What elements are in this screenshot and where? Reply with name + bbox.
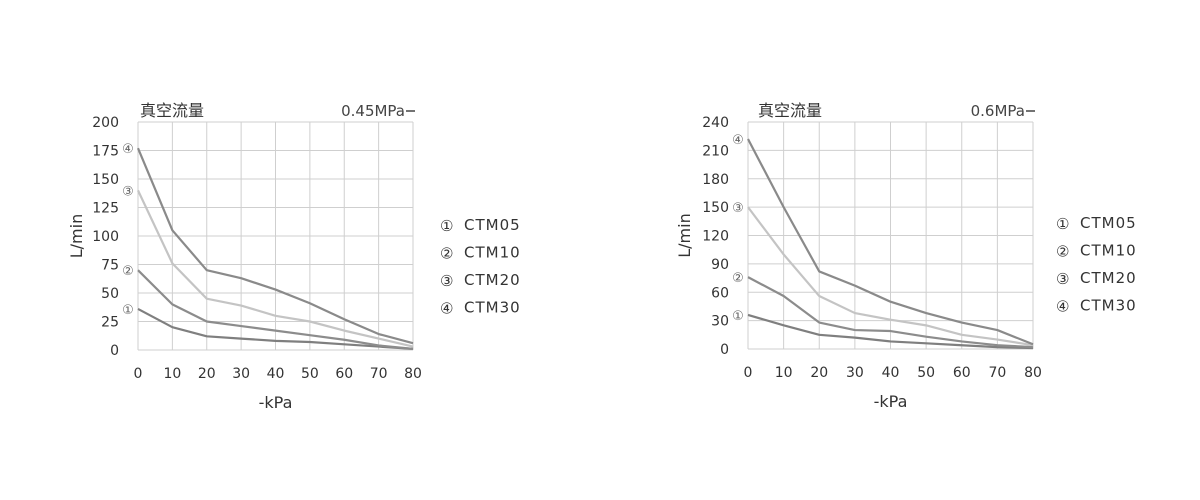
y-tick-label: 0 [720,342,729,358]
legend-marker: ① [440,217,454,235]
y-tick-label: 125 [92,201,119,217]
x-tick-label: 10 [163,366,181,382]
x-axis-label: -kPa [874,392,908,411]
y-tick-label: 240 [702,115,729,131]
legend-marker: ② [1056,243,1070,261]
x-tick-label: 0 [744,365,753,381]
x-tick-label: 80 [404,366,422,382]
series-line-1 [747,313,1034,350]
legend-marker: ④ [440,300,454,318]
legend-marker: ① [1056,215,1070,233]
series-marker-3: ③ [732,201,744,216]
pressure-label: 0.45MPa [341,102,405,120]
series-marker-4: ④ [122,142,134,157]
series-line-4 [136,147,414,345]
series-line-1 [137,307,414,350]
x-axis-label: -kPa [259,393,293,412]
grid [137,121,414,351]
x-tick-label: 80 [1024,365,1042,381]
x-tick-label: 0 [134,366,143,382]
y-tick-label: 200 [92,115,119,131]
legend-label: CTM10 [464,244,521,262]
legend-label: CTM20 [1080,269,1137,287]
grid [747,121,1034,350]
series-marker-1: ① [122,303,134,318]
y-tick-label: 150 [702,200,729,216]
y-tick-label: 75 [101,258,119,274]
x-tick-label: 30 [846,365,864,381]
x-tick-label: 70 [988,365,1006,381]
y-tick-label: 120 [702,229,729,245]
x-tick-label: 70 [370,366,388,382]
y-tick-label: 0 [110,343,119,359]
legend-label: CTM05 [464,216,521,234]
pressure-label: 0.6MPa [971,102,1025,120]
series-marker-1: ① [732,309,744,324]
legend-marker: ② [440,245,454,263]
y-tick-label: 210 [702,143,729,159]
x-tick-label: 60 [953,365,971,381]
chart-title: 真空流量 [758,101,822,120]
x-tick-label: 30 [232,366,250,382]
series-line-3 [747,206,1034,347]
series-line-3 [137,189,414,348]
legend-marker: ④ [1056,298,1070,316]
y-tick-label: 60 [711,285,729,301]
legend-label: CTM30 [1080,297,1137,315]
y-tick-label: 90 [711,257,729,273]
legend-marker: ③ [1056,270,1070,288]
series-marker-2: ② [122,264,134,279]
y-tick-label: 180 [702,172,729,188]
y-tick-label: 25 [101,315,119,331]
y-axis-label: L/min [67,214,86,258]
series-marker-3: ③ [122,184,134,199]
x-tick-label: 20 [810,365,828,381]
chart-2: 0 30 60 90 120 150 180 210 240 0 10 20 30 40 50 60 70 80 真… [675,101,1137,411]
series-marker-4: ④ [732,133,744,148]
legend: ① CTM05 ② CTM10 ③ CTM20 ④ CTM30 [1056,214,1137,316]
x-tick-label: 50 [301,366,319,382]
series-line-4 [747,138,1034,346]
series-line-2 [137,269,414,350]
legend-label: CTM10 [1080,242,1137,260]
x-tick-label: 40 [267,366,285,382]
x-tick-label: 20 [198,366,216,382]
legend-marker: ③ [440,272,454,290]
x-tick-label: 60 [335,366,353,382]
series-marker-2: ② [732,271,744,286]
y-tick-label: 30 [711,314,729,330]
x-tick-label: 40 [882,365,900,381]
legend: ① CTM05 ② CTM10 ③ CTM20 ④ CTM30 [440,216,521,318]
y-tick-label: 50 [101,286,119,302]
legend-label: CTM20 [464,271,521,289]
y-tick-label: 150 [92,172,119,188]
y-tick-label: 175 [92,144,119,160]
chart-title: 真空流量 [140,101,204,120]
y-tick-label: 100 [92,229,119,245]
x-tick-label: 50 [917,365,935,381]
x-tick-label: 10 [775,365,793,381]
y-axis-label: L/min [675,213,694,257]
legend-label: CTM30 [464,299,521,317]
chart-1: 0 25 50 75 100 125 150 175 200 0 10 20 30 40 50 60 70 80 真… [67,101,521,412]
series-line-2 [747,276,1034,349]
legend-label: CTM05 [1080,214,1137,232]
